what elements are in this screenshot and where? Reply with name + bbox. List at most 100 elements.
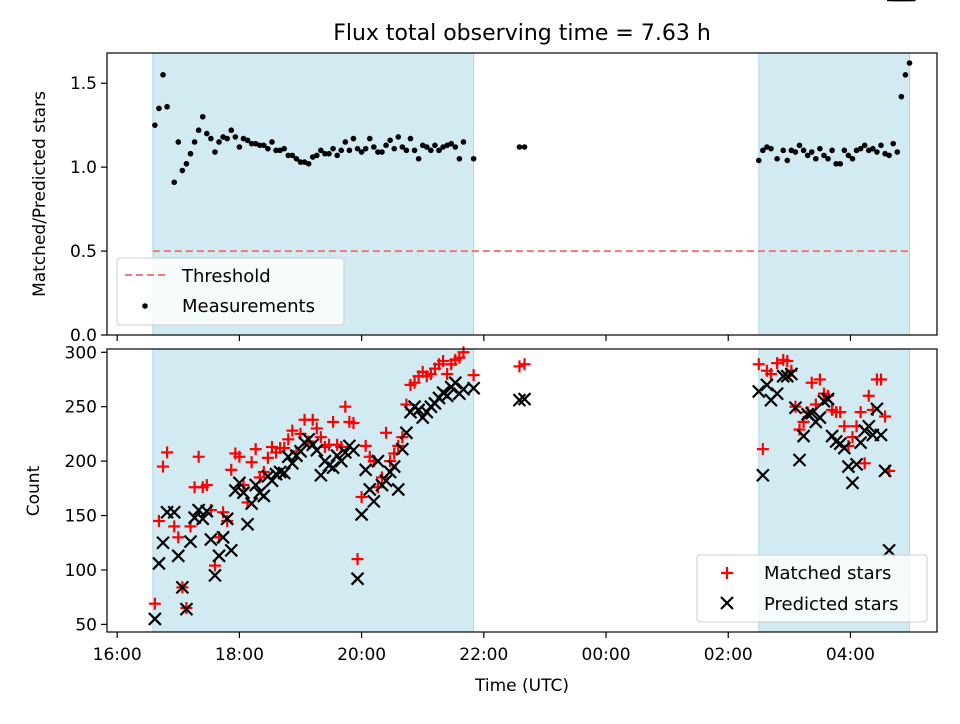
measurement-point xyxy=(878,142,884,149)
measurement-point xyxy=(436,147,442,154)
measurement-point xyxy=(313,152,320,159)
measurement-point xyxy=(796,142,803,149)
predicted-star-point xyxy=(362,482,377,497)
predicted-star-point xyxy=(350,571,365,586)
top-shaded-span xyxy=(758,52,911,336)
predicted-star-point xyxy=(371,454,385,468)
matched-star-point xyxy=(157,460,170,473)
matched-star-point xyxy=(355,491,368,504)
x-tick-label: 20:00 xyxy=(337,645,386,665)
predicted-star-point xyxy=(391,482,406,497)
measurement-point xyxy=(857,145,864,152)
matched-star-point xyxy=(408,376,421,389)
measurement-point xyxy=(780,147,787,154)
top-y-tick-label: 1.5 xyxy=(70,74,97,94)
bottom-y-tick-label: 150 xyxy=(65,507,97,527)
matched-star-point xyxy=(225,463,238,476)
bottom-y-tick-label: 250 xyxy=(65,398,97,418)
predicted-star-point xyxy=(338,445,353,460)
measurement-point xyxy=(423,144,430,150)
predicted-star-point xyxy=(440,389,454,403)
matched-star-point xyxy=(314,431,327,444)
matched-star-point xyxy=(286,424,299,437)
matched-star-point xyxy=(261,451,274,464)
predicted-star-point xyxy=(293,444,308,459)
predicted-star-point xyxy=(212,549,226,563)
predicted-star-point xyxy=(788,400,803,415)
measurement-point xyxy=(366,135,373,142)
measurement-point xyxy=(160,72,166,78)
predicted-star-point xyxy=(379,473,393,488)
bottom-y-tick-label: 50 xyxy=(75,615,97,635)
predicted-star-point xyxy=(334,454,349,468)
measurement-point xyxy=(395,134,402,140)
measurement-point xyxy=(204,130,210,137)
matched-star-point xyxy=(347,417,360,430)
predicted-star-point xyxy=(387,459,401,474)
legend-measurements-label: Measurements xyxy=(182,296,315,317)
measurement-point xyxy=(516,144,523,150)
matched-star-point xyxy=(371,481,384,494)
predicted-star-point xyxy=(853,435,868,450)
predicted-star-point xyxy=(273,465,287,479)
measurement-point xyxy=(199,113,206,120)
predicted-star-point xyxy=(845,476,860,490)
matched-star-point xyxy=(805,376,818,389)
measurement-point xyxy=(208,135,214,142)
bottom-y-tick-label: 300 xyxy=(65,343,97,363)
top-y-tick-label: 1.0 xyxy=(70,158,97,178)
bottom-shaded-span xyxy=(152,348,475,633)
predicted-star-point xyxy=(175,580,190,595)
measurement-point xyxy=(521,144,528,150)
predicted-star-point xyxy=(411,403,426,417)
matched-star-point xyxy=(221,514,234,527)
bottom-y-axis-label: Count xyxy=(24,465,44,516)
predicted-star-point xyxy=(849,457,864,472)
top-panel: 0.0 0.5 1.0 1.5 Matched/Predicted stars Thr… xyxy=(30,52,938,346)
measurement-point xyxy=(289,152,296,159)
matched-star-point xyxy=(752,358,765,371)
predicted-star-point xyxy=(776,369,790,383)
matched-star-point xyxy=(879,410,892,423)
measurement-point xyxy=(152,122,158,128)
measurement-point xyxy=(354,145,361,152)
measurement-point xyxy=(350,135,357,142)
measurement-point xyxy=(322,150,328,157)
matched-star-point xyxy=(858,457,871,470)
measurement-point xyxy=(837,160,844,167)
predicted-star-point xyxy=(358,463,373,477)
measurement-point xyxy=(326,150,332,157)
matched-star-point xyxy=(152,514,165,527)
matched-star-point xyxy=(208,559,221,572)
predicted-star-point xyxy=(152,556,166,571)
legend-predicted-label: Predicted stars xyxy=(764,594,898,615)
predicted-star-point xyxy=(841,459,856,474)
matched-star-point xyxy=(874,373,887,386)
predicted-star-point xyxy=(882,543,896,558)
predicted-star-point xyxy=(224,543,239,558)
predicted-star-point xyxy=(752,384,766,399)
measurement-point xyxy=(281,145,288,152)
predicted-star-point xyxy=(204,532,218,547)
measurement-point xyxy=(415,155,422,162)
matched-star-point xyxy=(838,420,851,433)
predicted-star-point xyxy=(248,478,263,492)
legend-matched-label: Matched stars xyxy=(764,563,891,584)
measurement-point xyxy=(224,135,230,142)
matched-star-point xyxy=(756,443,769,456)
measurement-point xyxy=(845,152,852,159)
measurement-point xyxy=(232,134,239,140)
predicted-star-point xyxy=(861,419,876,434)
bottom-plot-frame xyxy=(106,348,938,633)
matched-star-point xyxy=(457,346,470,359)
measurement-point xyxy=(195,127,202,134)
predicted-star-point xyxy=(183,534,198,549)
measurement-point xyxy=(191,139,198,145)
measurement-point xyxy=(383,142,389,149)
predicted-star-point xyxy=(448,375,463,390)
measurement-point xyxy=(171,179,178,186)
measurement-point xyxy=(362,145,369,152)
measurement-point xyxy=(265,145,271,152)
measurement-point xyxy=(330,145,336,152)
